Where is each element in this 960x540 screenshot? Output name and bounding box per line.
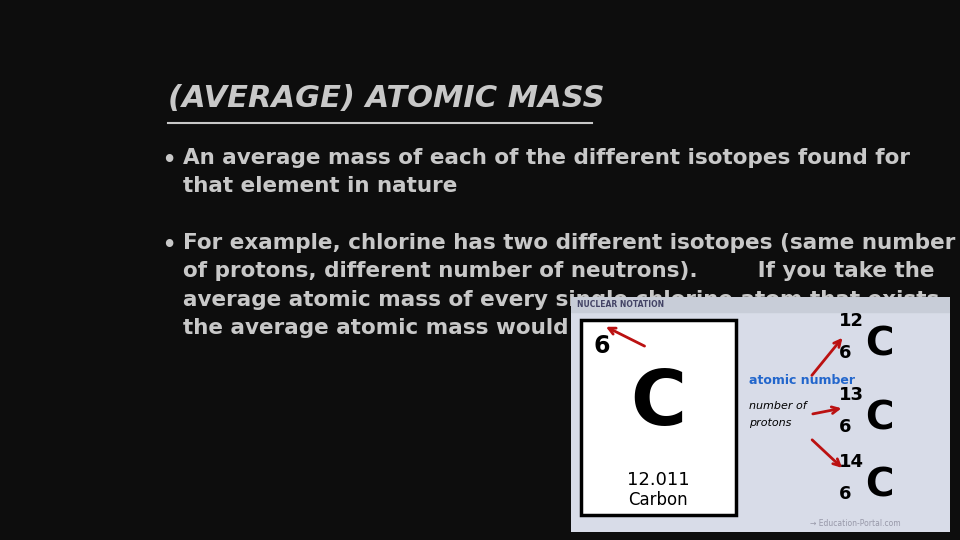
Bar: [571, 297, 950, 312]
Text: the average atomic mass would be 3: the average atomic mass would be 3: [183, 318, 629, 338]
Text: C: C: [865, 326, 894, 363]
Text: (AVERAGE) ATOMIC MASS: (AVERAGE) ATOMIC MASS: [168, 84, 605, 112]
Text: Carbon: Carbon: [629, 491, 688, 509]
Text: 6: 6: [838, 344, 851, 362]
Text: 14: 14: [838, 453, 864, 471]
Text: C: C: [631, 367, 686, 441]
Text: •: •: [161, 233, 177, 259]
Text: 6: 6: [594, 334, 611, 358]
Text: For example, chlorine has two different isotopes (same number: For example, chlorine has two different …: [183, 233, 955, 253]
Text: 12.011: 12.011: [627, 471, 689, 489]
Text: → Education-Portal.com: → Education-Portal.com: [810, 519, 900, 528]
Text: 12: 12: [838, 312, 864, 330]
Text: number of: number of: [750, 401, 807, 411]
Text: C: C: [865, 467, 894, 504]
Bar: [581, 321, 736, 515]
Text: of protons, different number of neutrons).        If you take the: of protons, different number of neutrons…: [183, 261, 935, 281]
Text: protons: protons: [750, 418, 792, 428]
Text: atomic number: atomic number: [750, 374, 855, 387]
Text: An average mass of each of the different isotopes found for: An average mass of each of the different…: [183, 148, 910, 168]
Text: 13: 13: [838, 386, 864, 404]
Text: •: •: [161, 148, 177, 174]
Text: average atomic mass of every single chlorine atom that exists,: average atomic mass of every single chlo…: [183, 290, 948, 310]
Text: NUCLEAR NOTATION: NUCLEAR NOTATION: [577, 300, 664, 309]
Text: 6: 6: [838, 418, 851, 436]
Text: C: C: [865, 400, 894, 437]
Text: that element in nature: that element in nature: [183, 176, 458, 196]
Text: 6: 6: [838, 485, 851, 503]
